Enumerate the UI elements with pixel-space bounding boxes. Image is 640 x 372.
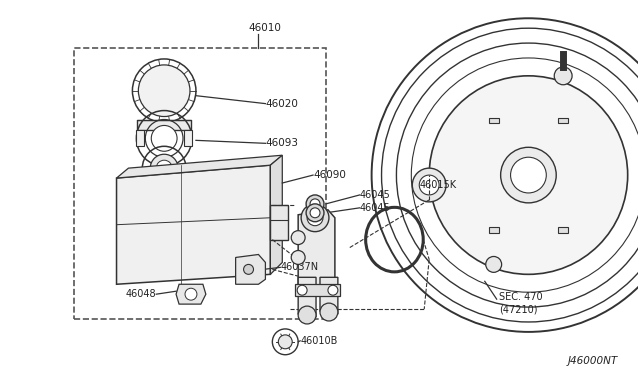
Bar — [136, 131, 145, 146]
Text: 46020: 46020 — [266, 99, 298, 109]
Polygon shape — [176, 284, 206, 304]
Circle shape — [297, 285, 307, 295]
Bar — [558, 227, 568, 232]
Circle shape — [307, 210, 323, 226]
Text: SEC. 470: SEC. 470 — [499, 292, 542, 302]
Circle shape — [412, 168, 446, 202]
Text: 46010: 46010 — [248, 23, 282, 33]
Text: J46000NT: J46000NT — [568, 356, 618, 366]
Circle shape — [429, 76, 628, 274]
Text: 46015K: 46015K — [419, 180, 456, 190]
Circle shape — [151, 125, 177, 151]
Polygon shape — [116, 155, 282, 178]
Circle shape — [291, 250, 305, 264]
Circle shape — [138, 65, 190, 116]
Polygon shape — [116, 165, 270, 284]
Polygon shape — [298, 210, 335, 294]
Circle shape — [320, 303, 338, 321]
Polygon shape — [270, 155, 282, 274]
Bar — [184, 131, 192, 146]
Text: 46045: 46045 — [360, 203, 390, 213]
Circle shape — [291, 231, 305, 244]
Bar — [138, 121, 191, 131]
Circle shape — [185, 288, 197, 300]
Polygon shape — [298, 277, 316, 317]
Text: (47210): (47210) — [499, 304, 537, 314]
Circle shape — [244, 264, 253, 274]
Circle shape — [306, 195, 324, 213]
Text: 46010B: 46010B — [300, 336, 337, 346]
Circle shape — [278, 335, 292, 349]
Circle shape — [156, 160, 172, 176]
Circle shape — [500, 147, 556, 203]
Bar — [489, 227, 499, 232]
Circle shape — [310, 208, 320, 218]
Circle shape — [328, 285, 338, 295]
Text: 46090: 46090 — [313, 170, 346, 180]
Bar — [270, 205, 288, 240]
Circle shape — [150, 154, 178, 182]
Circle shape — [511, 157, 547, 193]
Bar — [558, 118, 568, 124]
Text: 46037N: 46037N — [280, 262, 319, 272]
Polygon shape — [236, 254, 266, 284]
Circle shape — [298, 306, 316, 324]
Bar — [489, 118, 499, 124]
Polygon shape — [295, 284, 340, 296]
Circle shape — [310, 199, 320, 209]
Text: 46093: 46093 — [266, 138, 298, 148]
Circle shape — [486, 256, 502, 272]
Circle shape — [554, 67, 572, 85]
Circle shape — [301, 204, 329, 232]
Circle shape — [419, 175, 439, 195]
Circle shape — [306, 204, 324, 222]
Text: 46048: 46048 — [125, 289, 156, 299]
Polygon shape — [320, 277, 338, 314]
Bar — [74, 48, 326, 319]
Text: 46045: 46045 — [360, 190, 390, 200]
Circle shape — [372, 18, 640, 332]
